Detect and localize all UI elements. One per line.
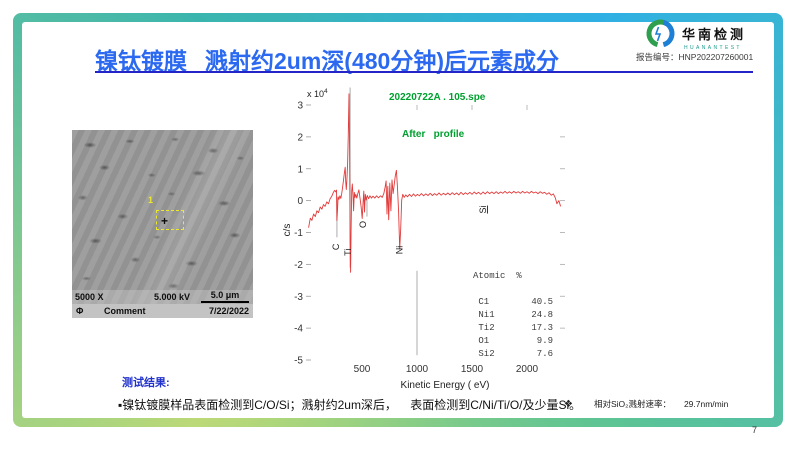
atomic-table-header: Atomic %: [473, 271, 522, 281]
sem-probe-symbol: Φ: [76, 306, 84, 316]
atomic-value: 17.3: [531, 323, 553, 333]
element-label-si: Si: [478, 206, 488, 214]
company-name-latin: HUANANTEST: [684, 45, 742, 51]
title-underline: [95, 71, 753, 73]
atomic-element: C1: [473, 297, 490, 307]
atomic-table-row: Si2 7.6: [473, 348, 553, 361]
y-tick-label: 0: [297, 196, 303, 207]
results-label: 测试结果:: [122, 377, 170, 389]
x-tick-label: 1500: [461, 364, 484, 375]
company-name: 华南检测: [682, 27, 747, 42]
x-tick-label: 500: [354, 364, 371, 375]
atomic-element: O1: [473, 336, 490, 346]
x-axis-title: Kinetic Energy ( eV): [401, 380, 490, 391]
atomic-table-row: Ni1 24.8: [473, 309, 553, 322]
atomic-value: 40.5: [531, 297, 553, 307]
aes-spectrum-chart: 3 2 1 0 -1 -2 -3 -4 -5 500 1000 1500 2000 Kinetic Ene…: [282, 80, 593, 400]
sem-info-bar-top: 5000 X 5.000 kV 5.0 μm: [72, 290, 253, 304]
slide-title-detail: 溅射约2um深(480分钟)后元素成分: [205, 48, 559, 74]
sem-date: 7/22/2022: [208, 306, 249, 316]
y-tick-label: 2: [297, 132, 303, 143]
atomic-table-row: C1 40.5: [473, 296, 553, 309]
sputter-rate-value: 29.7nm/min: [683, 399, 729, 409]
y-tick-label: -2: [294, 260, 303, 271]
chart-subtitle: After profile: [402, 129, 465, 140]
atomic-element: Si2: [473, 349, 495, 359]
sem-micrograph: 1 + 5000 X 5.000 kV 5.0 μm Φ Comment 7/2…: [72, 130, 253, 318]
atomic-value: 9.9: [536, 336, 553, 346]
report-number: 报告编号：HNP202207260001: [636, 52, 754, 62]
sem-roi-rectangle: [156, 210, 184, 230]
atomic-table-row: Ti2 17.3: [473, 322, 553, 335]
y-tick-label: -4: [294, 324, 303, 335]
element-label-c: C: [331, 243, 341, 250]
atomic-percent-table: Atomic % C1 40.5 Ni1 24.8 Ti2 17.3 O1 9.9 Si…: [473, 244, 553, 361]
sem-roi-label: 1: [148, 195, 154, 205]
slide-title-subject: 镍钛镀膜: [95, 48, 187, 74]
sem-roi-crosshair: +: [161, 214, 169, 228]
element-label-o: O: [358, 221, 368, 228]
y-tick-label: -1: [294, 228, 303, 239]
atomic-table-row: O1 9.9: [473, 335, 553, 348]
sem-comment-label: Comment: [104, 306, 146, 316]
sputter-rate-label: 相对SiO₂溅射速率：: [593, 399, 671, 409]
sem-magnification: 5000 X: [75, 292, 104, 302]
chart-title: 20220722A . 105.spe: [389, 92, 486, 103]
element-label-ni: Ni: [394, 246, 404, 255]
y-scale-label: x 104: [307, 88, 328, 99]
atomic-value: 24.8: [531, 310, 553, 320]
x-tick-label: 1000: [406, 364, 429, 375]
y-tick-label: -3: [294, 292, 303, 303]
atomic-element: Ni1: [473, 310, 495, 320]
sputter-rate-note: ❖ 相对SiO₂溅射速率： 29.7nm/min: [564, 398, 728, 410]
y-tick-label: -5: [294, 356, 303, 367]
atomic-element: Ti2: [473, 323, 495, 333]
y-tick-label: 1: [297, 164, 303, 175]
results-text: ▪镍钛镀膜样品表面检测到C/O/Si；溅射约2um深后， 表面检测到C/Ni/T…: [118, 398, 582, 412]
sem-info-bar-bottom: Φ Comment 7/22/2022: [72, 304, 253, 318]
element-label-ti: Ti: [343, 249, 353, 256]
diamond-bullet-icon: ❖: [564, 398, 573, 410]
y-tick-label: 3: [297, 101, 303, 112]
x-tick-label: 2000: [516, 364, 539, 375]
company-logo: 华南检测 HUANANTEST: [645, 18, 746, 51]
company-logo-icon: [646, 19, 675, 48]
slide-border-frame: [13, 13, 783, 427]
sem-scale-bar: 5.0 μm: [201, 290, 249, 303]
page-number: 7: [752, 425, 758, 435]
sem-voltage: 5.000 kV: [154, 292, 191, 302]
spectrum-line: [308, 93, 562, 273]
aes-chart-canvas: 3 2 1 0 -1 -2 -3 -4 -5 500 1000 1500 2000 Kinetic Ene…: [282, 87, 565, 391]
atomic-value: 7.6: [536, 349, 553, 359]
y-axis-title: c/s: [283, 224, 293, 237]
